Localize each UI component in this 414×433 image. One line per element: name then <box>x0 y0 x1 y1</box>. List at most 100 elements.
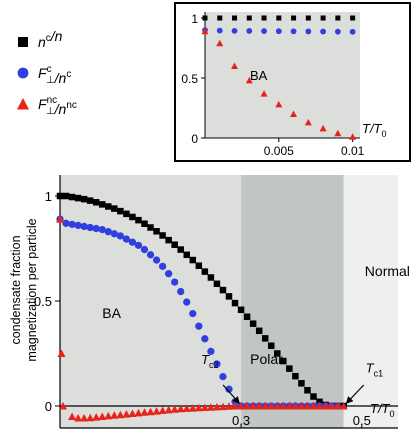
data-point-triangle <box>321 402 330 410</box>
data-point-square <box>74 194 82 202</box>
data-point-circle <box>116 232 125 240</box>
legend-marker-triangle <box>17 98 29 110</box>
inset-region-ba <box>205 12 360 138</box>
data-point-circle <box>195 322 203 330</box>
main-x-tick-label: 0.5 <box>353 413 371 428</box>
data-point-square <box>147 224 154 231</box>
data-point-square <box>286 365 293 372</box>
data-point-triangle <box>315 402 324 410</box>
main-y-tick-label: 1 <box>45 189 52 204</box>
data-point-square <box>177 246 184 253</box>
data-point-triangle <box>333 402 342 410</box>
data-point-circle <box>171 278 179 286</box>
data-point-triangle <box>303 402 312 410</box>
data-point-triangle <box>273 402 282 410</box>
inset-data-point-triangle <box>275 100 283 108</box>
main-y-label-line-1: condensate fraction <box>9 235 23 344</box>
data-point-triangle <box>122 410 131 418</box>
inset-data-point-circle <box>275 28 282 35</box>
inset-data-point-triangle <box>260 90 268 97</box>
inset-data-point-square <box>320 15 326 21</box>
data-point-triangle <box>285 402 294 410</box>
data-point-square <box>280 357 287 365</box>
data-point-triangle <box>176 404 185 413</box>
data-point-triangle <box>261 402 270 410</box>
data-point-triangle <box>128 409 137 417</box>
region-label-normal: Normal <box>365 263 410 279</box>
data-point-square <box>274 350 281 357</box>
data-point-square <box>237 306 245 314</box>
data-point-circle <box>104 228 112 236</box>
data-point-circle <box>213 360 221 368</box>
data-point-square <box>249 320 257 327</box>
inset-data-point-circle <box>261 28 267 34</box>
data-point-circle <box>62 219 70 227</box>
inset-data-point-square <box>246 15 252 21</box>
data-point-square <box>111 205 118 212</box>
legend-label-0: nc/n <box>38 28 63 50</box>
data-point-triangle <box>74 414 83 422</box>
data-point-triangle <box>57 349 66 357</box>
data-point-circle <box>74 221 82 230</box>
inset-data-point-circle <box>305 28 312 35</box>
data-point-triangle <box>68 412 77 420</box>
data-point-square <box>292 372 299 380</box>
data-point-triangle <box>231 402 240 410</box>
data-point-square <box>219 286 227 294</box>
data-point-triangle <box>104 411 113 420</box>
data-point-circle <box>177 287 185 296</box>
data-point-triangle <box>188 404 197 412</box>
inset-data-point-square <box>335 15 341 21</box>
data-point-square <box>195 262 203 269</box>
inset-data-point-triangle <box>231 62 239 69</box>
data-point-square <box>141 220 148 227</box>
inset-y-tick-label: 0 <box>191 132 198 146</box>
data-point-circle <box>140 245 149 254</box>
region-label-ba: BA <box>102 305 121 321</box>
data-point-triangle <box>279 402 288 410</box>
data-point-triangle <box>56 215 64 223</box>
legend-label-2: Fnc ⊥/nnc <box>38 95 77 117</box>
inset-data-point-circle <box>334 28 341 35</box>
inset-data-point-triangle <box>201 27 209 35</box>
data-point-square <box>99 201 106 208</box>
data-point-square <box>171 241 178 248</box>
data-point-square <box>183 251 190 259</box>
data-point-square <box>231 299 239 307</box>
legend-marker-circle <box>17 67 29 79</box>
data-point-triangle <box>116 410 125 419</box>
inset-data-point-square <box>305 15 311 21</box>
data-point-square <box>68 193 76 201</box>
data-point-square <box>189 256 197 264</box>
data-point-circle <box>122 235 131 243</box>
data-point-square <box>304 387 311 394</box>
inset-data-point-triangle <box>290 110 298 117</box>
inset-data-point-square <box>350 15 356 21</box>
data-point-triangle <box>339 402 348 410</box>
data-point-square <box>207 274 215 281</box>
data-point-square <box>201 268 209 275</box>
data-point-circle <box>92 224 100 233</box>
data-point-triangle <box>92 413 101 421</box>
inset-data-point-circle <box>290 28 297 35</box>
main-x-label: T/T0 <box>370 401 395 419</box>
data-point-square <box>92 199 100 206</box>
inset-data-point-triangle <box>245 76 253 84</box>
data-point-circle <box>80 222 88 231</box>
data-point-triangle <box>86 413 95 422</box>
data-point-triangle <box>80 414 89 422</box>
data-point-triangle <box>98 412 107 420</box>
data-point-triangle <box>291 402 300 410</box>
inset-x-label: T/T0 <box>362 121 387 139</box>
inset-y-tick-label: 1 <box>191 12 198 26</box>
data-point-square <box>56 192 64 200</box>
inset-data-point-square <box>232 15 238 21</box>
data-point-circle <box>110 230 118 238</box>
region-polar <box>241 175 344 428</box>
data-point-circle <box>201 335 209 343</box>
inset-data-point-triangle <box>319 124 327 132</box>
data-point-triangle <box>182 404 191 412</box>
data-point-square <box>165 236 172 244</box>
inset-data-point-circle <box>246 28 253 34</box>
